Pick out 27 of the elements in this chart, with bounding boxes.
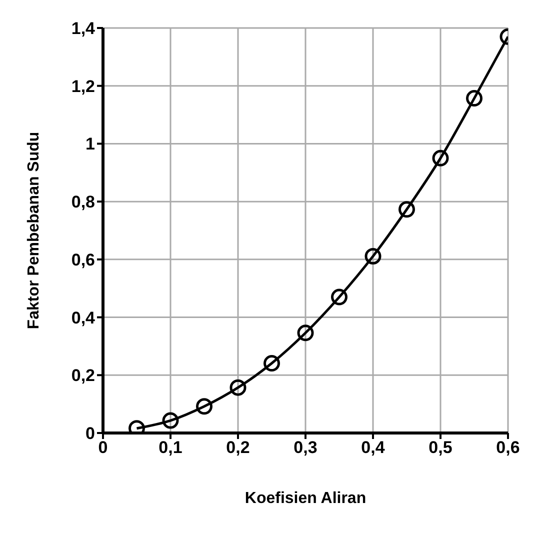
point	[264, 355, 280, 372]
point	[162, 412, 179, 429]
point	[297, 324, 314, 342]
y-tick-label: 1,2	[71, 76, 95, 96]
point	[331, 288, 348, 306]
x-tick-label: 0,2	[226, 438, 250, 458]
x-tick-label: 0,6	[496, 438, 520, 458]
y-tick-label: 0,2	[71, 366, 95, 386]
y-tick-label: 1	[86, 134, 95, 154]
x-tick-label: 0,4	[361, 438, 386, 458]
x-tick-label: 0,5	[428, 438, 452, 458]
y-tick-label: 0,4	[71, 308, 96, 328]
point	[230, 379, 246, 396]
y-axis-title: Faktor Pembebanan Sudu	[26, 132, 43, 330]
point	[466, 90, 482, 107]
y-tick-label: 0	[86, 424, 95, 444]
x-tick-label: 0,3	[294, 438, 318, 458]
point	[398, 201, 415, 218]
point	[432, 150, 449, 166]
y-tick-label: 0,6	[71, 250, 95, 270]
x-tick-label: 0,1	[158, 438, 182, 458]
y-tick-label: 0,8	[71, 192, 95, 212]
y-tick-label: 1,4	[71, 19, 96, 38]
point	[364, 248, 382, 264]
point	[196, 398, 212, 415]
x-tick-label: 0	[98, 438, 108, 458]
x-axis-title: Koefisien Aliran	[244, 490, 366, 507]
